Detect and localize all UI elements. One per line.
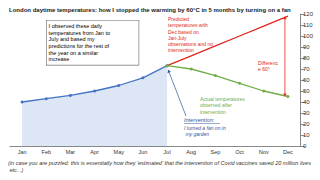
svg-text:Jun: Jun xyxy=(138,149,147,155)
svg-text:Predicted: Predicted xyxy=(168,16,191,22)
svg-text:50: 50 xyxy=(303,88,310,94)
svg-text:etc...): etc...) xyxy=(8,167,23,173)
svg-text:90: 90 xyxy=(303,44,310,50)
svg-text:I observed these daily: I observed these daily xyxy=(49,23,104,29)
svg-text:e 60°: e 60° xyxy=(258,66,270,72)
svg-text:intervention: intervention xyxy=(168,47,194,53)
svg-text:May: May xyxy=(114,149,125,155)
svg-text:10: 10 xyxy=(303,132,310,138)
svg-text:Sep: Sep xyxy=(211,149,221,155)
svg-text:Dec based on: Dec based on xyxy=(168,29,200,35)
svg-text:London daytime temperatures: h: London daytime temperatures: how I stopp… xyxy=(9,7,291,13)
svg-text:increase: increase xyxy=(49,56,70,62)
svg-text:temperatures with: temperatures with xyxy=(168,22,209,28)
svg-text:Feb: Feb xyxy=(42,149,51,155)
svg-text:July and based my: July and based my xyxy=(49,36,96,42)
svg-text:predictions for the rest of: predictions for the rest of xyxy=(49,43,111,49)
svg-text:60: 60 xyxy=(303,77,310,83)
svg-text:Jul: Jul xyxy=(164,149,171,155)
svg-text:Aug: Aug xyxy=(186,149,196,155)
svg-text:110: 110 xyxy=(303,22,313,28)
svg-text:30: 30 xyxy=(303,110,310,116)
svg-text:0: 0 xyxy=(303,143,307,149)
svg-text:100: 100 xyxy=(303,33,314,39)
svg-text:Dec: Dec xyxy=(283,149,293,155)
svg-text:Mar: Mar xyxy=(66,149,76,155)
svg-text:20: 20 xyxy=(303,121,310,127)
svg-text:(in case you are puzzled: this: (in case you are puzzled: this is essent… xyxy=(8,160,311,166)
svg-text:Apr: Apr xyxy=(90,149,99,155)
svg-text:Actual temperatures: Actual temperatures xyxy=(200,96,246,102)
svg-text:observed after: observed after xyxy=(200,102,233,108)
svg-text:Differenc: Differenc xyxy=(258,60,278,66)
svg-text:40: 40 xyxy=(303,99,310,105)
svg-text:Oct: Oct xyxy=(235,149,244,155)
svg-text:Nov: Nov xyxy=(259,149,269,155)
svg-text:my garden: my garden xyxy=(184,131,209,137)
svg-text:Jan: Jan xyxy=(18,149,27,155)
svg-text:I turned a fan on in: I turned a fan on in xyxy=(184,125,226,131)
svg-text:Jan-July: Jan-July xyxy=(168,35,188,41)
svg-text:120: 120 xyxy=(303,11,314,17)
svg-text:the year on a similar: the year on a similar xyxy=(49,50,100,56)
svg-text:80: 80 xyxy=(303,55,310,61)
svg-text:Intervention:: Intervention: xyxy=(184,117,215,123)
svg-text:observations and no: observations and no xyxy=(168,41,214,47)
svg-text:70: 70 xyxy=(303,66,310,72)
svg-text:intervention: intervention xyxy=(200,109,226,115)
svg-text:temperatures from Jan to: temperatures from Jan to xyxy=(49,30,112,36)
